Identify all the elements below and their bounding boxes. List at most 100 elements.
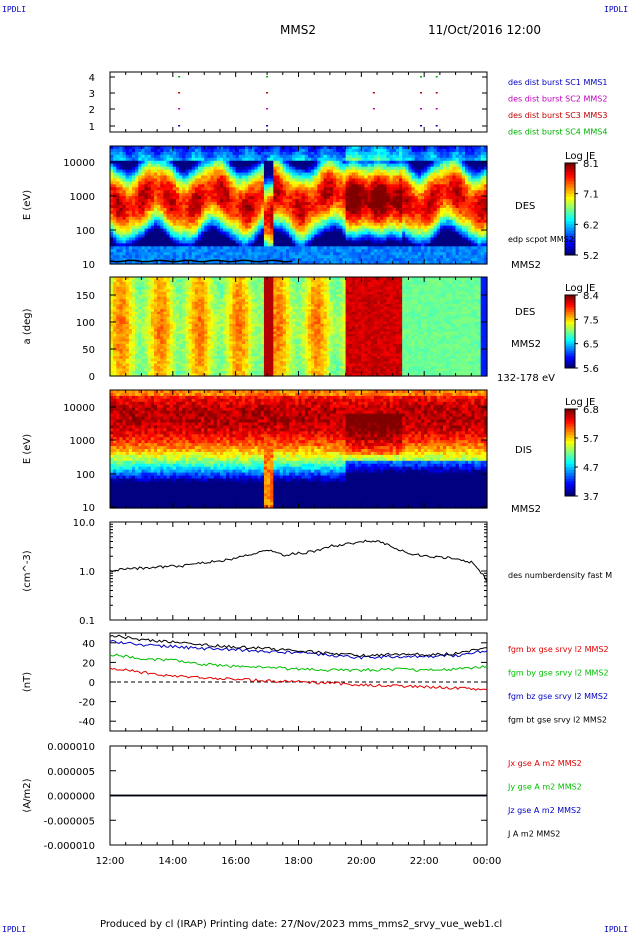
- des-energy-spectrogram-cell: [270, 157, 274, 162]
- des-energy-spectrogram-cell: [273, 199, 278, 203]
- des-energy-spectrogram-cell: [116, 205, 121, 209]
- des-energy-spectrogram-cell: [197, 154, 202, 159]
- des-energy-spectrogram-cell: [185, 231, 190, 236]
- des-energy-spectrogram-cell: [197, 175, 202, 180]
- des-energy-spectrogram-cell: [125, 199, 130, 203]
- des-energy-spectrogram-cell: [160, 222, 165, 227]
- des-energy-spectrogram-cell: [201, 243, 205, 247]
- des-energy-spectrogram-cell: [226, 190, 230, 194]
- des-energy-spectrogram-cell: [238, 225, 243, 230]
- des-energy-spectrogram-cell: [119, 222, 124, 227]
- des-energy-spectrogram-cell: [153, 205, 158, 209]
- des-energy-spectrogram-cell: [147, 205, 152, 209]
- des-energy-spectrogram-cell: [188, 193, 193, 197]
- des-energy-spectrogram-cell: [147, 243, 152, 247]
- des-energy-spectrogram-cell: [131, 190, 136, 194]
- des-energy-spectrogram-cell: [245, 196, 249, 200]
- des-energy-spectrogram-cell: [204, 160, 208, 165]
- des-energy-spectrogram-cell: [179, 216, 183, 221]
- des-energy-spectrogram-cell: [175, 255, 180, 259]
- des-energy-spectrogram-cell: [150, 228, 155, 233]
- des-energy-spectrogram-cell: [128, 193, 133, 197]
- des-energy-spectrogram-cell: [182, 199, 186, 203]
- des-energy-spectrogram-cell: [197, 172, 202, 177]
- des-energy-spectrogram-cell: [210, 240, 215, 244]
- des-energy-spectrogram-cell: [119, 207, 124, 212]
- des-energy-spectrogram-cell: [122, 225, 127, 230]
- des-energy-spectrogram-cell: [116, 166, 121, 171]
- des-energy-spectrogram-cell: [241, 219, 246, 224]
- des-energy-spectrogram-cell: [150, 202, 155, 206]
- des-energy-spectrogram-cell: [223, 213, 227, 218]
- des-energy-spectrogram-cell: [182, 175, 186, 180]
- des-energy-spectrogram-cell: [245, 246, 249, 250]
- des-energy-spectrogram-cell: [138, 157, 143, 162]
- des-energy-spectrogram-cell: [194, 243, 199, 247]
- burst-legend-entry: des dist burst SC3 MMS3: [508, 111, 607, 120]
- des-energy-spectrogram-cell: [207, 216, 212, 221]
- des-energy-spectrogram-cell: [235, 207, 240, 212]
- des-energy-spectrogram-cell: [131, 255, 136, 259]
- des-energy-spectrogram-cell: [267, 255, 271, 259]
- des-energy-spectrogram-cell: [138, 231, 143, 236]
- des-energy-spectrogram-cell: [185, 154, 190, 159]
- des-energy-spectrogram-cell: [144, 252, 149, 256]
- des-energy-spectrogram-cell: [194, 151, 199, 156]
- des-energy-spectrogram-cell: [207, 154, 212, 159]
- des-energy-spectrogram-cell: [251, 160, 256, 165]
- des-energy-spectrogram-cell: [207, 184, 212, 188]
- des-energy-spectrogram-cell: [276, 199, 281, 203]
- des-energy-spectrogram-cell: [238, 178, 243, 182]
- des-energy-spectrogram-cell: [185, 237, 190, 241]
- des-energy-spectrogram-cell: [188, 243, 193, 247]
- des-energy-spectrogram-cell: [251, 243, 256, 247]
- des-energy-spectrogram-cell: [204, 166, 208, 171]
- des-energy-spectrogram-cell: [182, 172, 186, 177]
- des-energy-spectrogram-cell: [141, 193, 146, 197]
- des-energy-spectrogram-cell: [141, 219, 146, 224]
- des-energy-spectrogram-cell: [238, 157, 243, 162]
- des-energy-spectrogram-cell: [235, 237, 240, 241]
- des-energy-spectrogram-cell: [191, 166, 196, 171]
- des-energy-spectrogram-cell: [110, 166, 114, 171]
- des-energy-spectrogram-cell: [207, 146, 212, 150]
- des-energy-spectrogram-cell: [179, 219, 183, 224]
- des-energy-spectrogram-cell: [153, 249, 158, 253]
- des-energy-spectrogram-cell: [172, 146, 177, 150]
- des-energy-spectrogram-cell: [270, 190, 274, 194]
- des-energy-spectrogram-cell: [191, 199, 196, 203]
- des-energy-spectrogram-cell: [235, 210, 240, 215]
- burst-mark: [435, 125, 438, 127]
- des-energy-spectrogram-cell: [141, 205, 146, 209]
- des-energy-spectrogram-cell: [163, 199, 168, 203]
- des-energy-spectrogram-cell: [157, 240, 161, 244]
- des-energy-spectrogram-cell: [179, 207, 183, 212]
- des-energy-spectrogram-cell: [125, 240, 130, 244]
- des-energy-spectrogram-cell: [267, 228, 271, 233]
- des-energy-spectrogram-cell: [267, 216, 271, 221]
- des-energy-spectrogram-cell: [254, 207, 259, 212]
- des-energy-spectrogram-cell: [169, 205, 174, 209]
- des-energy-spectrogram-cell: [245, 175, 249, 180]
- des-energy-spectrogram-cell: [125, 213, 130, 218]
- des-energy-spectrogram-cell: [194, 252, 199, 256]
- des-energy-spectrogram-cell: [197, 202, 202, 206]
- colorbar-segment: [565, 199, 575, 204]
- des-energy-spectrogram-cell: [226, 207, 230, 212]
- des-energy-spectrogram-cell: [226, 231, 230, 236]
- des-energy-spectrogram-cell: [122, 187, 127, 191]
- colorbar-segment: [565, 193, 575, 198]
- des-energy-spectrogram-cell: [248, 166, 252, 171]
- des-energy-spectrogram-cell: [226, 169, 230, 174]
- des-energy-spectrogram-cell: [229, 169, 234, 174]
- des-energy-spectrogram-cell: [270, 255, 274, 259]
- des-energy-spectrogram-cell: [210, 160, 215, 165]
- des-energy-spectrogram-cell: [144, 199, 149, 203]
- des-energy-spectrogram-cell: [223, 219, 227, 224]
- des-energy-spectrogram-cell: [257, 222, 262, 227]
- des-energy-spectrogram-cell: [153, 237, 158, 241]
- des-energy-spectrogram-cell: [270, 169, 274, 174]
- des-energy-spectrogram-cell: [257, 166, 262, 171]
- des-energy-spectrogram-cell: [197, 184, 202, 188]
